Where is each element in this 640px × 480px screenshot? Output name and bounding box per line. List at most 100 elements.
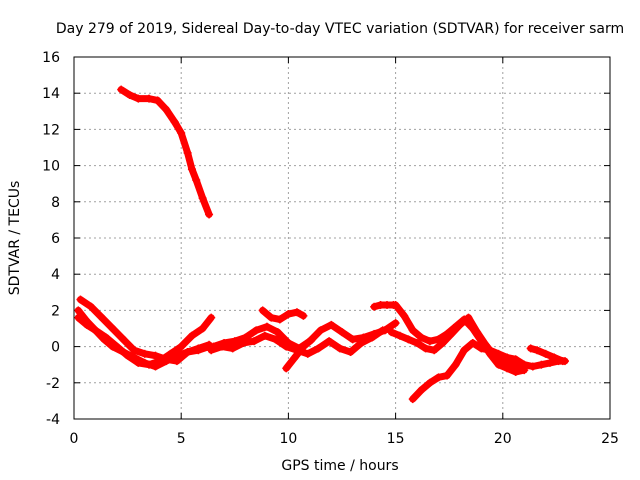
data-point xyxy=(438,338,447,347)
data-point xyxy=(134,94,143,103)
data-point xyxy=(119,335,128,344)
series-segment xyxy=(299,335,316,351)
data-point xyxy=(425,337,434,346)
data-point xyxy=(421,344,430,353)
series-track-5 xyxy=(209,319,400,353)
data-point xyxy=(520,360,529,369)
data-point xyxy=(187,331,196,340)
x-tick-label: 5 xyxy=(177,431,186,447)
data-point xyxy=(460,346,469,355)
data-point xyxy=(468,338,477,347)
data-point xyxy=(239,338,248,347)
data-point xyxy=(346,348,355,357)
chart-title: Day 279 of 2019, Sidereal Day-to-day VTE… xyxy=(56,21,624,37)
data-point xyxy=(408,326,417,335)
data-point xyxy=(170,118,179,127)
data-point xyxy=(192,176,201,185)
data-point xyxy=(250,337,259,346)
y-tick-label: 10 xyxy=(42,159,60,175)
x-axis-label: GPS time / hours xyxy=(281,458,398,474)
data-point xyxy=(447,329,456,338)
data-point xyxy=(408,395,417,404)
data-point xyxy=(282,364,291,373)
data-point xyxy=(140,349,149,358)
grid xyxy=(74,57,610,419)
data-point xyxy=(526,344,535,353)
data-point xyxy=(404,335,413,344)
data-point xyxy=(417,333,426,342)
series-track-11 xyxy=(387,313,524,371)
data-point xyxy=(357,338,366,347)
data-point xyxy=(205,210,214,219)
series-track-1 xyxy=(117,85,214,219)
y-tick-label: 16 xyxy=(42,50,60,66)
x-tick-label: 25 xyxy=(601,431,619,447)
data-point xyxy=(217,342,226,351)
data-point xyxy=(194,346,203,355)
data-point xyxy=(541,349,550,358)
data-point xyxy=(100,335,109,344)
data-point xyxy=(314,344,323,353)
x-tick-label: 0 xyxy=(70,431,79,447)
data-point xyxy=(391,300,400,309)
data-point xyxy=(395,331,404,340)
plot-frame xyxy=(73,56,611,420)
data-point xyxy=(368,333,377,342)
series-segment xyxy=(199,314,215,332)
data-point xyxy=(455,320,464,329)
series-segment xyxy=(199,194,213,218)
data-point xyxy=(316,326,325,335)
data-point xyxy=(537,360,546,369)
series-track-8 xyxy=(282,335,316,373)
data-point xyxy=(391,319,400,328)
data-point xyxy=(108,324,117,333)
data-point xyxy=(494,349,503,358)
y-tick-label: 12 xyxy=(42,122,60,138)
data-point xyxy=(119,348,128,357)
data-point xyxy=(425,378,434,387)
data-point xyxy=(108,342,117,351)
data-point xyxy=(130,346,139,355)
data-point xyxy=(430,346,439,355)
data-point xyxy=(477,344,486,353)
y-tick-label: 6 xyxy=(51,231,60,247)
data-point xyxy=(271,335,280,344)
data-point xyxy=(130,353,139,362)
data-point xyxy=(207,313,216,322)
data-point xyxy=(292,308,301,317)
data-point xyxy=(252,326,261,335)
series-segment xyxy=(368,326,387,342)
data-point xyxy=(550,353,559,362)
data-point xyxy=(303,349,312,358)
data-point xyxy=(228,344,237,353)
data-point xyxy=(417,386,426,395)
x-tick-label: 10 xyxy=(279,431,297,447)
data-point xyxy=(262,322,271,331)
data-point xyxy=(290,353,299,362)
y-tick-label: -2 xyxy=(46,376,60,392)
data-point xyxy=(282,342,291,351)
data-point xyxy=(545,358,554,367)
data-point xyxy=(498,358,507,367)
data-point xyxy=(76,295,85,304)
y-axis-label: SDTVAR / TECUs xyxy=(7,181,23,296)
data-point xyxy=(511,367,520,376)
data-point xyxy=(172,351,181,360)
data-point xyxy=(434,373,443,382)
data-point xyxy=(153,96,162,105)
data-point xyxy=(443,371,452,380)
y-tick-label: -4 xyxy=(46,412,60,428)
data-point xyxy=(151,362,160,371)
data-point xyxy=(335,344,344,353)
data-point xyxy=(558,357,567,366)
data-marks xyxy=(74,85,569,404)
data-point xyxy=(348,335,357,344)
data-point xyxy=(275,315,284,324)
data-point xyxy=(151,351,160,360)
data-point xyxy=(503,353,512,362)
data-point xyxy=(91,326,100,335)
data-point xyxy=(183,348,192,357)
data-point xyxy=(198,194,207,203)
data-point xyxy=(370,302,379,311)
series-track-4 xyxy=(74,313,214,371)
